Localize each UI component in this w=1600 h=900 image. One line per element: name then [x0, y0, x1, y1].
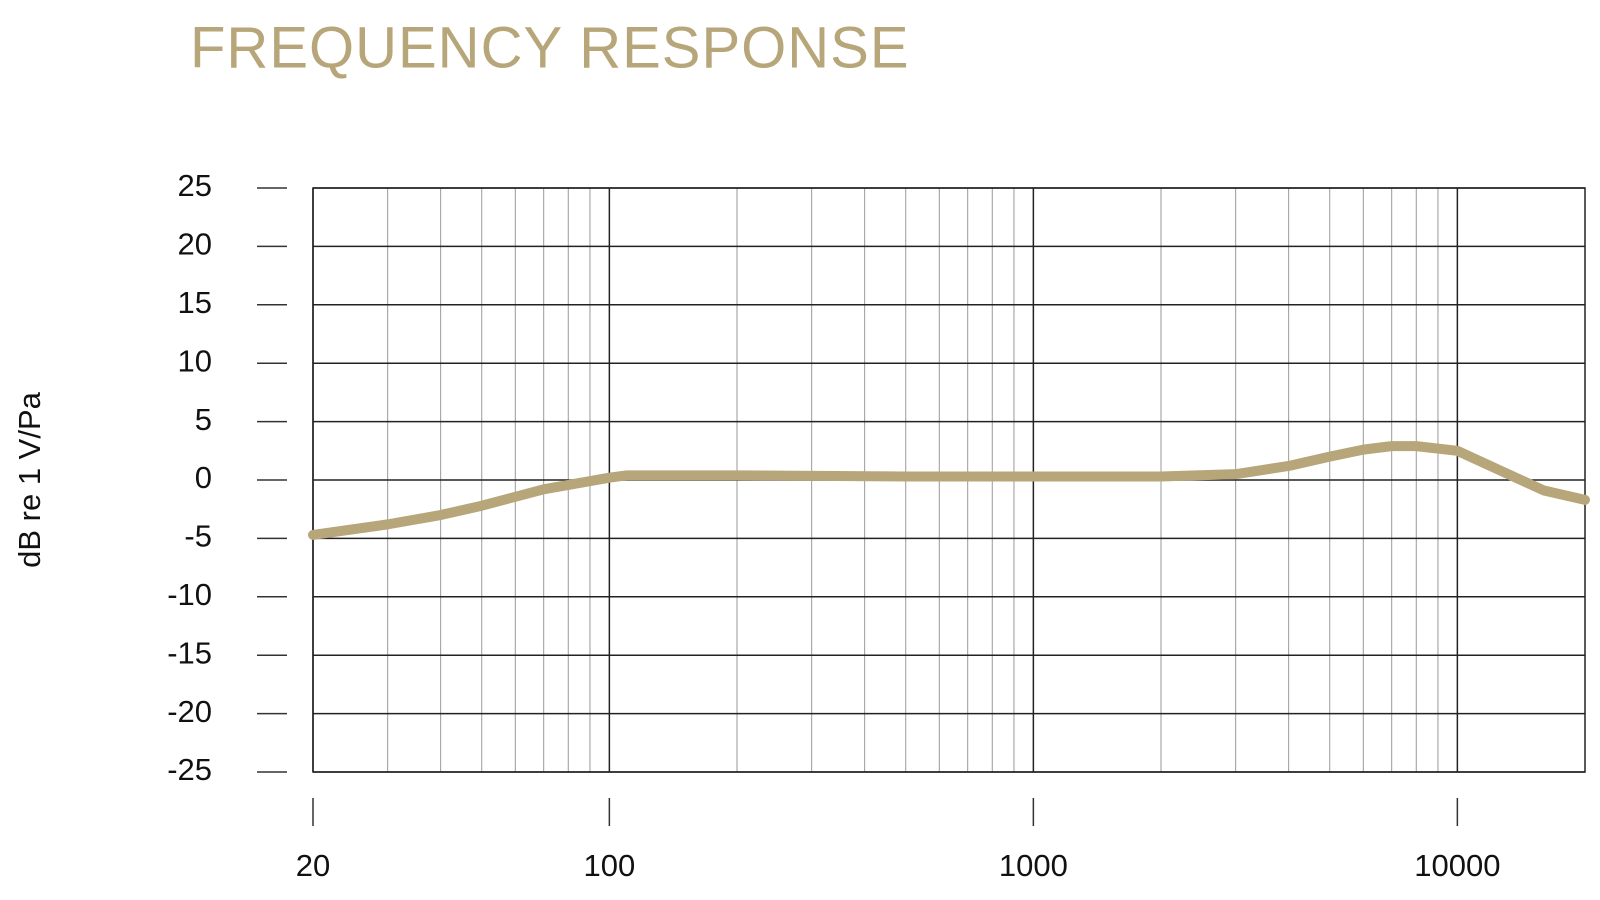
y-tick-label: 0: [195, 460, 212, 495]
plot-frame: [312, 187, 1586, 773]
y-tick-label: -5: [184, 519, 212, 554]
y-tick-label: 25: [178, 168, 212, 203]
y-tick-label: 5: [195, 402, 212, 437]
y-axis-label: dB re 1 V/Pa: [12, 391, 47, 568]
chart-title: FREQUENCY RESPONSE: [190, 15, 910, 80]
y-tick-label: 20: [178, 227, 212, 262]
y-tick-label: 10: [178, 343, 212, 378]
y-tick-label: -10: [167, 577, 212, 612]
y-tick-label: -15: [167, 635, 212, 670]
x-tick-label: 1000: [999, 848, 1068, 883]
x-tick-label: 20: [296, 848, 330, 883]
x-tick-label: 100: [583, 848, 635, 883]
y-tick-label: -20: [167, 694, 212, 729]
y-tick-label: 15: [178, 285, 212, 320]
y-tick-label: -25: [167, 752, 212, 787]
x-tick-label: 10000: [1414, 848, 1500, 883]
response-line: [308, 441, 1590, 540]
